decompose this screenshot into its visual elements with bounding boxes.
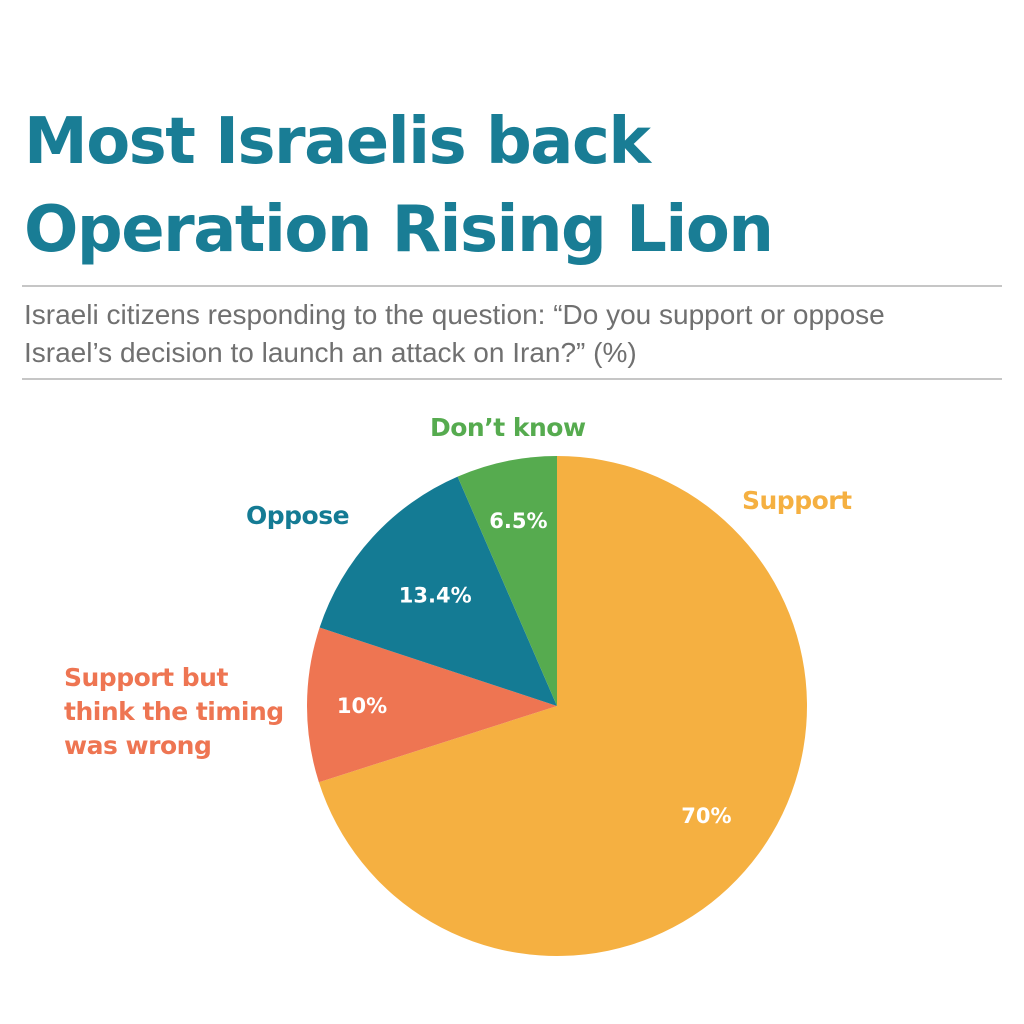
category-label-line: think the timing — [64, 697, 284, 726]
pie-slice-support-but-think-the-timing-was-wrong — [306, 627, 557, 783]
chart-title: Most Israelis back Operation Rising Lion — [24, 98, 1014, 274]
pie-slice-don-t-know — [457, 456, 557, 706]
pie-value-labels: 70% 10% 13.4% 6.5% — [337, 509, 732, 828]
pie-slices — [306, 456, 807, 957]
chart-subtitle-line-1: Israeli citizens responding to the quest… — [24, 299, 885, 330]
bottom-divider — [22, 378, 1002, 380]
value-label-don-t-know: 6.5% — [489, 509, 547, 533]
category-label-line: Support but — [64, 663, 228, 692]
pie-slice-support — [318, 456, 807, 957]
pie-slice-oppose — [319, 476, 557, 706]
value-label-support: 70% — [681, 804, 731, 828]
category-label-line: Don’t know — [430, 413, 586, 442]
category-label-support: Support — [742, 486, 852, 515]
pie-category-labels: Support Support but think the timing was wr… — [64, 413, 853, 760]
value-label-oppose: 13.4% — [399, 584, 472, 608]
category-label-line: was wrong — [64, 731, 211, 760]
top-divider — [22, 285, 1002, 287]
category-label-line: Support — [742, 486, 852, 515]
category-label-oppose: Oppose — [246, 501, 349, 530]
category-label-don-t-know: Don’t know — [430, 413, 586, 442]
chart-title-line-2: Operation Rising Lion — [24, 193, 774, 267]
chart-subtitle-line-2: Israel’s decision to launch an attack on… — [24, 337, 637, 368]
category-label-line: Oppose — [246, 501, 349, 530]
value-label-support-but-think-the-timing-was-wrong: 10% — [337, 694, 387, 718]
category-label-support-but-think-the-timing-was-wrong: Support but think the timing was wrong — [64, 663, 284, 760]
chart-subtitle: Israeli citizens responding to the quest… — [24, 296, 1009, 372]
chart-title-line-1: Most Israelis back — [24, 105, 651, 179]
